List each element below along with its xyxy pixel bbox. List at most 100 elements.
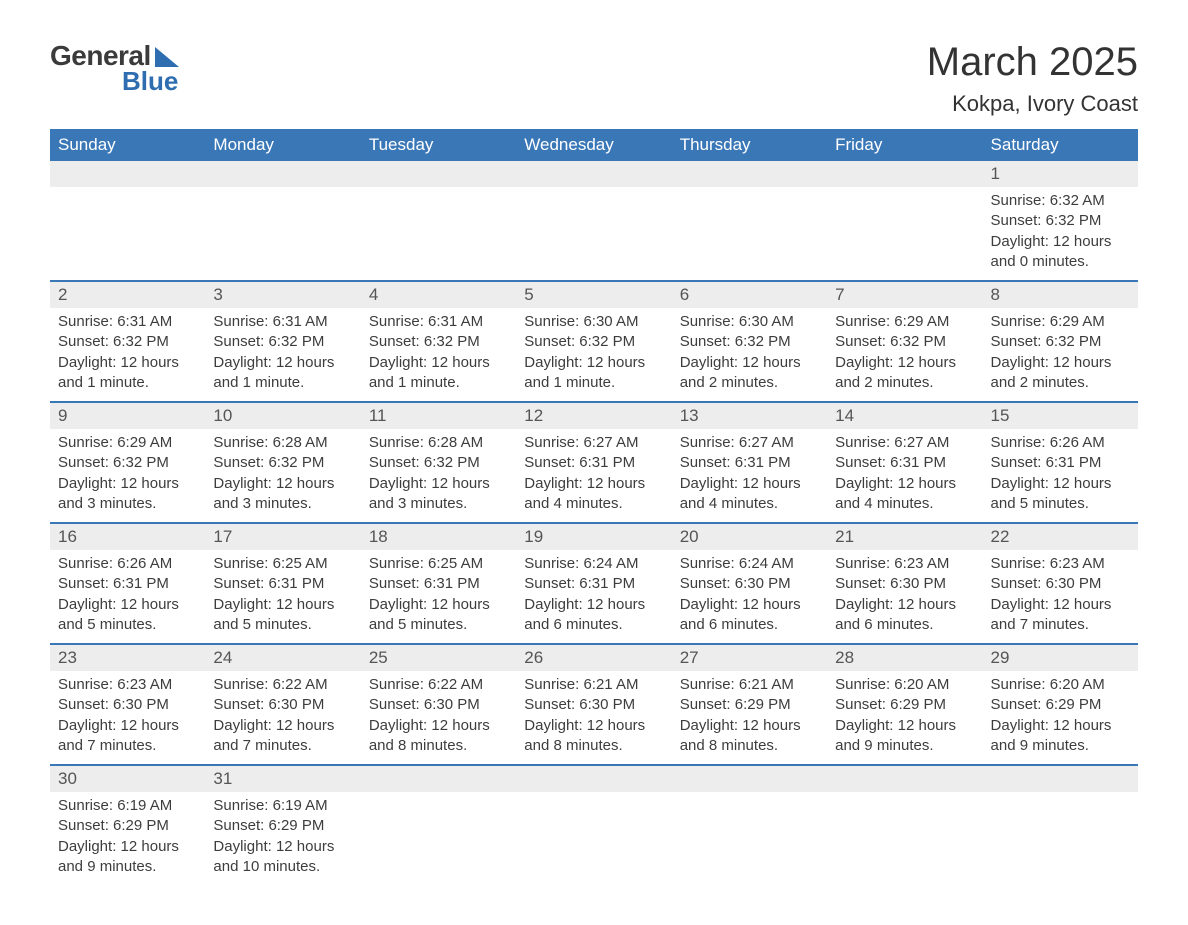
calendar-cell [50, 161, 205, 281]
daylight-line: Daylight: 12 hours and 1 minute. [58, 353, 197, 394]
daylight-line: Daylight: 12 hours and 2 minutes. [991, 353, 1130, 394]
sunset-line: Sunset: 6:30 PM [213, 695, 352, 715]
day-number: 16 [50, 524, 205, 550]
sunrise-line: Sunrise: 6:23 AM [991, 554, 1130, 574]
calendar-cell: 14Sunrise: 6:27 AMSunset: 6:31 PMDayligh… [827, 402, 982, 523]
empty-day-bar [516, 161, 671, 187]
day-details: Sunrise: 6:23 AMSunset: 6:30 PMDaylight:… [50, 671, 205, 764]
day-details: Sunrise: 6:27 AMSunset: 6:31 PMDaylight:… [672, 429, 827, 522]
sunset-line: Sunset: 6:32 PM [991, 211, 1130, 231]
day-number: 27 [672, 645, 827, 671]
calendar-cell: 4Sunrise: 6:31 AMSunset: 6:32 PMDaylight… [361, 281, 516, 402]
day-number: 3 [205, 282, 360, 308]
daylight-line: Daylight: 12 hours and 2 minutes. [680, 353, 819, 394]
daylight-line: Daylight: 12 hours and 5 minutes. [991, 474, 1130, 515]
sunrise-line: Sunrise: 6:20 AM [991, 675, 1130, 695]
calendar-cell: 21Sunrise: 6:23 AMSunset: 6:30 PMDayligh… [827, 523, 982, 644]
calendar-cell [672, 161, 827, 281]
daylight-line: Daylight: 12 hours and 4 minutes. [680, 474, 819, 515]
calendar-cell: 3Sunrise: 6:31 AMSunset: 6:32 PMDaylight… [205, 281, 360, 402]
day-details: Sunrise: 6:25 AMSunset: 6:31 PMDaylight:… [205, 550, 360, 643]
day-details: Sunrise: 6:23 AMSunset: 6:30 PMDaylight:… [827, 550, 982, 643]
sunrise-line: Sunrise: 6:19 AM [213, 796, 352, 816]
day-details: Sunrise: 6:22 AMSunset: 6:30 PMDaylight:… [205, 671, 360, 764]
calendar-cell: 19Sunrise: 6:24 AMSunset: 6:31 PMDayligh… [516, 523, 671, 644]
day-number: 31 [205, 766, 360, 792]
calendar-week-row: 16Sunrise: 6:26 AMSunset: 6:31 PMDayligh… [50, 523, 1138, 644]
sunset-line: Sunset: 6:31 PM [213, 574, 352, 594]
sunset-line: Sunset: 6:31 PM [991, 453, 1130, 473]
day-details: Sunrise: 6:29 AMSunset: 6:32 PMDaylight:… [983, 308, 1138, 401]
daylight-line: Daylight: 12 hours and 6 minutes. [680, 595, 819, 636]
day-number: 9 [50, 403, 205, 429]
sunrise-line: Sunrise: 6:25 AM [369, 554, 508, 574]
day-details: Sunrise: 6:20 AMSunset: 6:29 PMDaylight:… [827, 671, 982, 764]
day-number: 26 [516, 645, 671, 671]
daylight-line: Daylight: 12 hours and 8 minutes. [369, 716, 508, 757]
day-details: Sunrise: 6:26 AMSunset: 6:31 PMDaylight:… [983, 429, 1138, 522]
sunset-line: Sunset: 6:30 PM [58, 695, 197, 715]
day-number: 8 [983, 282, 1138, 308]
calendar-cell: 20Sunrise: 6:24 AMSunset: 6:30 PMDayligh… [672, 523, 827, 644]
day-header: Saturday [983, 129, 1138, 161]
calendar-cell: 8Sunrise: 6:29 AMSunset: 6:32 PMDaylight… [983, 281, 1138, 402]
sunrise-line: Sunrise: 6:19 AM [58, 796, 197, 816]
sunrise-line: Sunrise: 6:21 AM [680, 675, 819, 695]
sunset-line: Sunset: 6:32 PM [369, 332, 508, 352]
calendar-week-row: 1Sunrise: 6:32 AMSunset: 6:32 PMDaylight… [50, 161, 1138, 281]
day-header: Monday [205, 129, 360, 161]
day-details: Sunrise: 6:30 AMSunset: 6:32 PMDaylight:… [516, 308, 671, 401]
calendar-week-row: 9Sunrise: 6:29 AMSunset: 6:32 PMDaylight… [50, 402, 1138, 523]
day-number: 20 [672, 524, 827, 550]
daylight-line: Daylight: 12 hours and 4 minutes. [524, 474, 663, 515]
logo-text-blue: Blue [122, 66, 178, 97]
daylight-line: Daylight: 12 hours and 1 minute. [369, 353, 508, 394]
sunrise-line: Sunrise: 6:27 AM [680, 433, 819, 453]
calendar-cell: 15Sunrise: 6:26 AMSunset: 6:31 PMDayligh… [983, 402, 1138, 523]
sunrise-line: Sunrise: 6:26 AM [58, 554, 197, 574]
daylight-line: Daylight: 12 hours and 9 minutes. [58, 837, 197, 878]
day-number: 4 [361, 282, 516, 308]
day-details: Sunrise: 6:22 AMSunset: 6:30 PMDaylight:… [361, 671, 516, 764]
calendar-cell: 26Sunrise: 6:21 AMSunset: 6:30 PMDayligh… [516, 644, 671, 765]
day-header-row: Sunday Monday Tuesday Wednesday Thursday… [50, 129, 1138, 161]
day-number: 22 [983, 524, 1138, 550]
daylight-line: Daylight: 12 hours and 1 minute. [524, 353, 663, 394]
sunrise-line: Sunrise: 6:29 AM [58, 433, 197, 453]
calendar-cell: 23Sunrise: 6:23 AMSunset: 6:30 PMDayligh… [50, 644, 205, 765]
daylight-line: Daylight: 12 hours and 3 minutes. [369, 474, 508, 515]
sunset-line: Sunset: 6:31 PM [680, 453, 819, 473]
day-header: Friday [827, 129, 982, 161]
sunrise-line: Sunrise: 6:29 AM [835, 312, 974, 332]
day-header: Thursday [672, 129, 827, 161]
day-number: 10 [205, 403, 360, 429]
day-details: Sunrise: 6:29 AMSunset: 6:32 PMDaylight:… [827, 308, 982, 401]
day-details: Sunrise: 6:32 AMSunset: 6:32 PMDaylight:… [983, 187, 1138, 280]
day-details: Sunrise: 6:19 AMSunset: 6:29 PMDaylight:… [205, 792, 360, 885]
calendar-cell: 9Sunrise: 6:29 AMSunset: 6:32 PMDaylight… [50, 402, 205, 523]
calendar-cell: 1Sunrise: 6:32 AMSunset: 6:32 PMDaylight… [983, 161, 1138, 281]
sunset-line: Sunset: 6:32 PM [991, 332, 1130, 352]
empty-day-bar [50, 161, 205, 187]
sunset-line: Sunset: 6:30 PM [835, 574, 974, 594]
day-number: 14 [827, 403, 982, 429]
logo-triangle-icon [155, 47, 179, 67]
empty-day-bar [516, 766, 671, 792]
calendar-cell [361, 765, 516, 885]
daylight-line: Daylight: 12 hours and 9 minutes. [991, 716, 1130, 757]
day-header: Sunday [50, 129, 205, 161]
calendar-cell: 22Sunrise: 6:23 AMSunset: 6:30 PMDayligh… [983, 523, 1138, 644]
sunrise-line: Sunrise: 6:31 AM [58, 312, 197, 332]
page-title: March 2025 [927, 40, 1138, 85]
daylight-line: Daylight: 12 hours and 0 minutes. [991, 232, 1130, 273]
calendar-cell [983, 765, 1138, 885]
daylight-line: Daylight: 12 hours and 3 minutes. [213, 474, 352, 515]
day-number: 24 [205, 645, 360, 671]
day-number: 25 [361, 645, 516, 671]
sunset-line: Sunset: 6:31 PM [58, 574, 197, 594]
calendar-cell: 12Sunrise: 6:27 AMSunset: 6:31 PMDayligh… [516, 402, 671, 523]
sunrise-line: Sunrise: 6:29 AM [991, 312, 1130, 332]
daylight-line: Daylight: 12 hours and 7 minutes. [991, 595, 1130, 636]
daylight-line: Daylight: 12 hours and 7 minutes. [58, 716, 197, 757]
day-details: Sunrise: 6:24 AMSunset: 6:31 PMDaylight:… [516, 550, 671, 643]
